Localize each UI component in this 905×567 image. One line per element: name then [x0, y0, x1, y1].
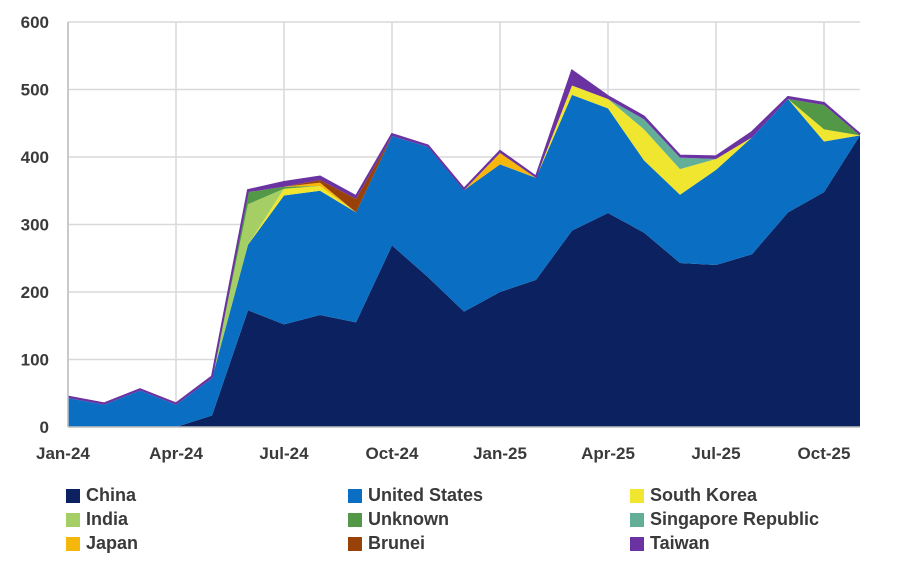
- legend-label: Japan: [86, 533, 139, 553]
- legend-label: India: [86, 509, 129, 529]
- y-tick-label: 500: [21, 81, 49, 100]
- legend-swatch: [66, 536, 80, 551]
- x-axis-ticks: Jan-24 Apr-24 Jul-24 Oct-24 Jan-25 Apr-25 Jul-…: [36, 444, 850, 463]
- x-tick-label: Jul-25: [691, 444, 740, 463]
- legend-item-india: India: [66, 508, 348, 531]
- legend-label: Singapore Republic: [650, 509, 820, 529]
- legend-swatch: [630, 512, 644, 527]
- x-tick-label: Apr-24: [149, 444, 203, 463]
- area-top-outline: [67, 69, 861, 405]
- legend-label: China: [86, 485, 137, 505]
- area-south-korea: [68, 85, 860, 405]
- x-tick-label: Oct-25: [798, 444, 851, 463]
- x-tick-label: Oct-24: [366, 444, 419, 463]
- legend-item-china: China: [66, 484, 348, 507]
- legend-item-singapore-republic: Singapore Republic: [630, 508, 866, 531]
- legend-swatch: [348, 488, 362, 503]
- y-tick-label: 100: [21, 351, 49, 370]
- legend-swatch: [66, 512, 80, 527]
- x-tick-label: Jul-24: [259, 444, 309, 463]
- chart-areas: [67, 69, 861, 428]
- legend-swatch: [66, 488, 80, 503]
- legend-item-japan: Japan: [66, 532, 348, 555]
- legend-label: Unknown: [368, 509, 449, 529]
- legend-swatch: [348, 536, 362, 551]
- legend-swatch: [348, 512, 362, 527]
- legend-label: Brunei: [368, 533, 426, 553]
- x-tick-label: Jan-24: [36, 444, 90, 463]
- legend-label: South Korea: [650, 485, 758, 505]
- y-tick-label: 0: [40, 418, 49, 437]
- legend-swatch: [630, 536, 644, 551]
- x-tick-label: Apr-25: [581, 444, 635, 463]
- legend-label: Taiwan: [650, 533, 710, 553]
- stacked-area-chart: 0 100 200 300 400 500 600 Jan-24 Apr-24 Jul-24 Oc…: [21, 13, 861, 463]
- axes: [67, 22, 860, 428]
- legend-swatch: [630, 488, 644, 503]
- legend-item-brunei: Brunei: [348, 532, 630, 555]
- legend-item-unknown: Unknown: [348, 508, 630, 531]
- y-tick-label: 600: [21, 13, 49, 32]
- y-tick-label: 300: [21, 216, 49, 235]
- area-united-states: [68, 94, 860, 428]
- area-china: [68, 135, 860, 427]
- legend-item-taiwan: Taiwan: [630, 532, 866, 555]
- x-tick-label: Jan-25: [473, 444, 527, 463]
- legend-item-united-states: United States: [348, 484, 630, 507]
- y-tick-label: 200: [21, 283, 49, 302]
- y-axis-ticks: 0 100 200 300 400 500 600: [21, 13, 49, 437]
- y-tick-label: 400: [21, 148, 49, 167]
- legend: China United States South Korea India Un…: [66, 484, 866, 555]
- legend-item-south-korea: South Korea: [630, 484, 866, 507]
- legend-label: United States: [368, 485, 484, 505]
